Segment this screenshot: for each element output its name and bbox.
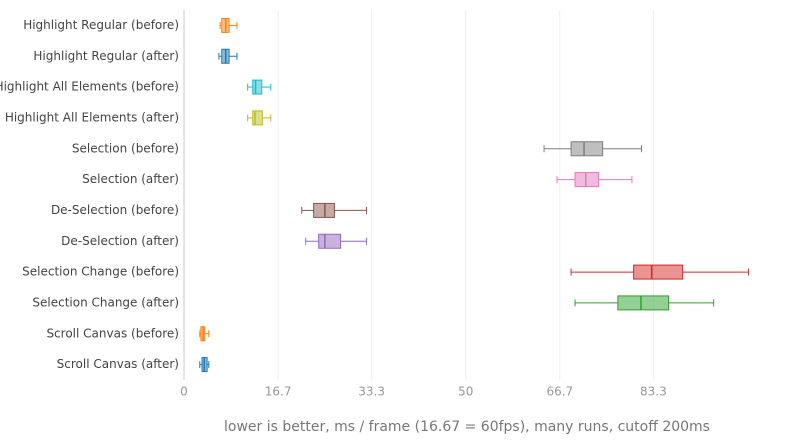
grid [183, 10, 654, 380]
box-plot [219, 17, 238, 33]
box-plot [199, 326, 210, 342]
y-tick-label: Selection (after) [82, 172, 179, 186]
box-plot [301, 202, 368, 218]
box [570, 141, 604, 157]
box [574, 172, 600, 188]
box-plot [218, 48, 238, 64]
y-tick-label: Selection Change (before) [22, 265, 179, 279]
box-plot [247, 110, 272, 126]
x-tick-label: 33.3 [358, 385, 385, 399]
box [633, 264, 684, 280]
y-tick-label: Highlight All Elements (after) [5, 110, 179, 124]
x-tick-label: 16.7 [265, 385, 292, 399]
y-tick-label: Selection (before) [72, 141, 179, 155]
x-axis-title: lower is better, ms / frame (16.67 = 60f… [224, 419, 710, 435]
box-plot [199, 357, 210, 373]
box [318, 233, 342, 249]
y-tick-label: Highlight All Elements (before) [0, 80, 179, 94]
y-tick-label: Scroll Canvas (before) [46, 326, 179, 340]
x-tick-label: 0 [180, 385, 188, 399]
y-tick-label: Highlight Regular (before) [23, 18, 179, 32]
box-plot [570, 264, 750, 280]
box-plot [247, 79, 272, 95]
box-plot [305, 233, 368, 249]
y-tick-label: Scroll Canvas (after) [57, 357, 179, 371]
box-plot [574, 295, 715, 311]
x-tick-label: 50 [458, 385, 473, 399]
y-tick-label: Highlight Regular (after) [33, 49, 179, 63]
box [252, 79, 263, 95]
x-tick-label: 66.7 [546, 385, 573, 399]
y-tick-label: Selection Change (after) [32, 295, 179, 309]
box [252, 110, 263, 126]
box [617, 295, 670, 311]
box [313, 202, 335, 218]
box-plot [543, 141, 643, 157]
x-tick-label: 83.3 [640, 385, 667, 399]
box-plot [556, 172, 633, 188]
y-tick-label: De-Selection (after) [61, 234, 179, 248]
plot [199, 17, 750, 373]
y-tick-label: De-Selection (before) [51, 203, 179, 217]
